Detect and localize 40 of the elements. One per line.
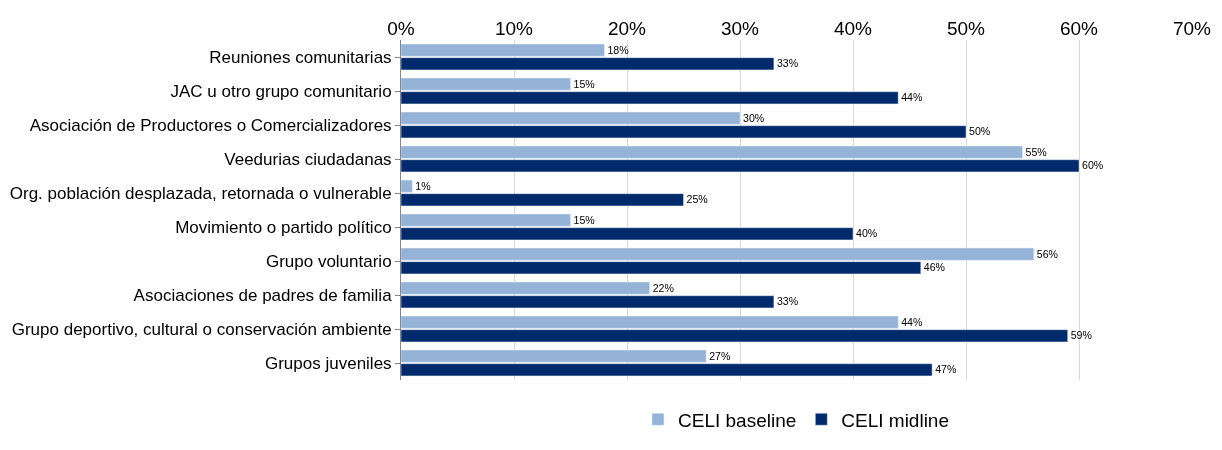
legend-label: CELI midline (841, 409, 950, 431)
x-tick-label: 10% (494, 18, 534, 40)
data-label: 55% (1025, 145, 1048, 158)
data-label: 59% (1070, 329, 1093, 342)
data-label: 44% (901, 315, 923, 328)
data-label: 33% (776, 295, 799, 308)
data-label: 46% (923, 261, 946, 274)
data-label: 25% (686, 193, 709, 206)
y-tick-label: Veedurias ciudadanas (224, 149, 392, 169)
data-label: 56% (1036, 247, 1059, 260)
y-tick-label: Movimiento o partido político (175, 217, 392, 237)
x-tick-label: 40% (833, 18, 873, 40)
data-label: 15% (573, 77, 596, 90)
data-label: 33% (776, 57, 799, 70)
y-tick-label: Asociación de Productores o Comercializadores (29, 115, 392, 135)
x-tick-label: 70% (1172, 18, 1212, 40)
data-label: 1% (415, 179, 432, 192)
data-label: 47% (935, 363, 957, 376)
data-label: 15% (573, 213, 596, 226)
y-tick-label: Grupos juveniles (264, 353, 392, 373)
y-tick-label: Org. población desplazada, retornada o vulnerable (9, 183, 392, 203)
x-tick-label: 30% (720, 18, 760, 40)
y-tick-label: JAC u otro grupo comunitario (170, 81, 392, 101)
y-tick-label: Reuniones comunitarias (209, 47, 392, 67)
y-tick-label: Grupo voluntario (265, 251, 392, 271)
data-label: 22% (652, 281, 675, 294)
x-tick-label: 60% (1059, 18, 1099, 40)
x-tick-label: 0% (387, 18, 415, 40)
data-label: 27% (709, 349, 731, 362)
legend-label: CELI baseline (678, 409, 797, 431)
data-label: 60% (1082, 159, 1104, 172)
data-label: 44% (901, 91, 923, 104)
y-tick-label: Asociaciones de padres de familia (133, 285, 393, 305)
x-tick-label: 50% (946, 18, 986, 40)
data-label: 50% (969, 125, 991, 138)
data-label: 18% (607, 43, 630, 56)
y-tick-label: Grupo deportivo, cultural o conservación ambiente (11, 319, 392, 339)
data-label: 30% (743, 111, 765, 124)
x-tick-label: 20% (607, 18, 647, 40)
data-label: 40% (856, 227, 878, 240)
